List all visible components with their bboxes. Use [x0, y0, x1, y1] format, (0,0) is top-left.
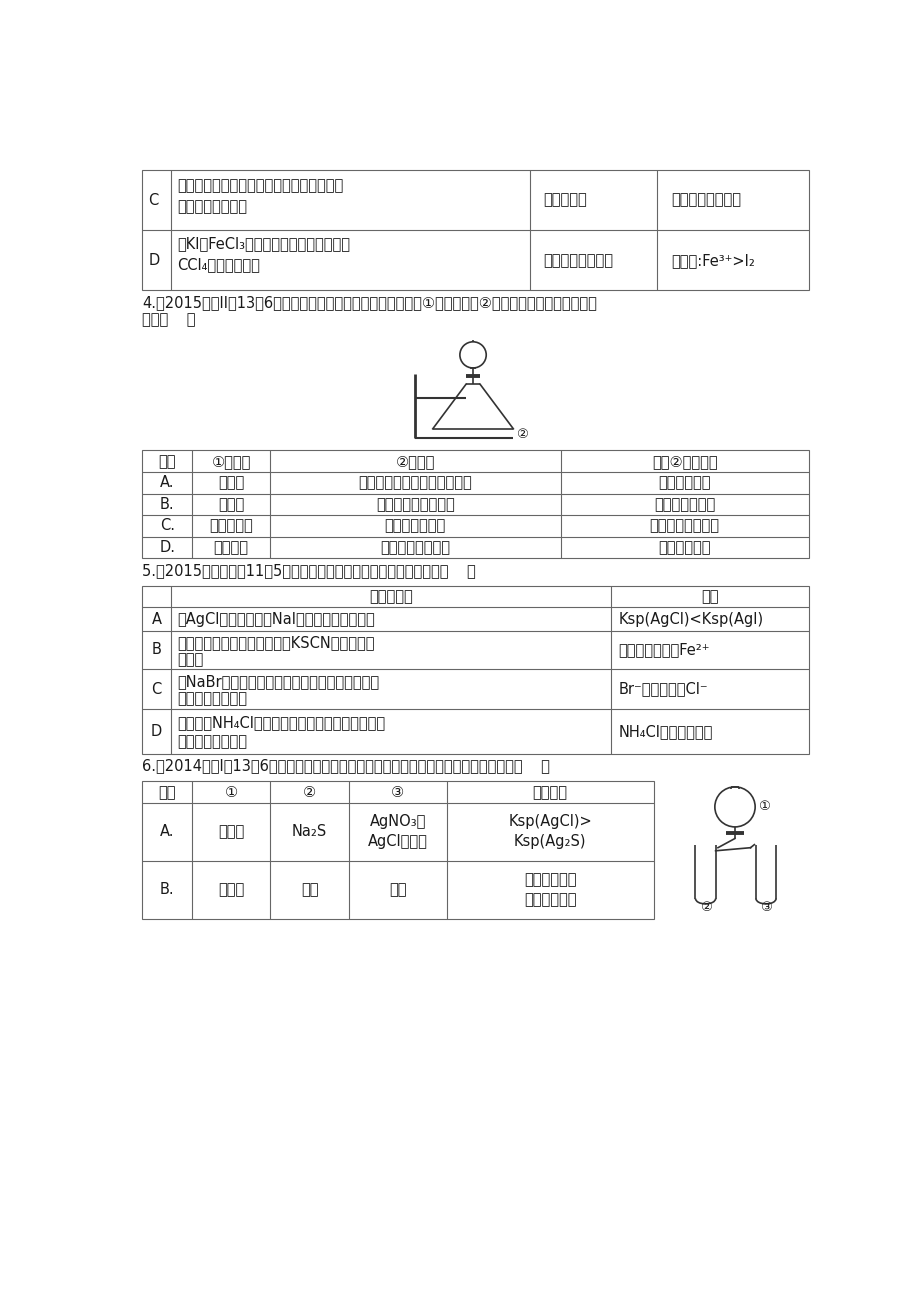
Text: 向NaBr溶液中滴入少量氯水和苯，振荡、静置，: 向NaBr溶液中滴入少量氯水和苯，振荡、静置，	[176, 674, 379, 689]
Text: 的是（    ）: 的是（ ）	[142, 312, 196, 327]
Text: 试管口有晶体凝结: 试管口有晶体凝结	[176, 734, 246, 749]
Text: 水性、氧化性: 水性、氧化性	[523, 892, 576, 906]
Text: AgNO₃与: AgNO₃与	[369, 814, 425, 829]
Text: 金属铝的熔点较高: 金属铝的熔点较高	[671, 193, 741, 207]
Text: 溶液逐渐褪色: 溶液逐渐褪色	[658, 540, 710, 555]
Text: 碳酸钠与氢氧化钠的混合溶液: 碳酸钠与氢氧化钠的混合溶液	[358, 475, 471, 491]
Text: ①中物质: ①中物质	[211, 453, 251, 469]
Text: NH₄Cl固体可以升华: NH₄Cl固体可以升华	[618, 724, 712, 740]
Text: B.: B.	[160, 883, 175, 897]
Text: 浓硫酸具有脱: 浓硫酸具有脱	[523, 872, 576, 887]
Text: ②: ②	[516, 428, 528, 441]
Text: 产生红棕色气体: 产生红棕色气体	[653, 497, 714, 512]
Text: 选项: 选项	[158, 453, 176, 469]
Text: 结论: 结论	[700, 590, 718, 604]
Text: D: D	[148, 253, 159, 268]
Text: 溶液上层呈橙红色: 溶液上层呈橙红色	[176, 691, 246, 706]
Text: 预测②中的现象: 预测②中的现象	[651, 453, 717, 469]
Text: C: C	[148, 193, 158, 207]
Text: 稀硫酸: 稀硫酸	[218, 824, 244, 840]
Text: D.: D.	[159, 540, 176, 555]
Text: C.: C.	[160, 518, 175, 534]
Text: 操作及现象: 操作及现象	[369, 590, 413, 604]
Bar	[142, 781, 652, 918]
Text: B.: B.	[160, 497, 175, 512]
Bar	[142, 171, 808, 290]
Text: ③: ③	[759, 901, 771, 914]
Text: 将KI和FeCl₃溶液在试管中混合后，加入: 将KI和FeCl₃溶液在试管中混合后，加入	[176, 237, 349, 251]
Text: 6.（2014课标Ⅰ，13，6分）利用右图所示装置进行下列实验，能得出相应实验结论的是（    ）: 6.（2014课标Ⅰ，13，6分）利用右图所示装置进行下列实验，能得出相应实验结…	[142, 759, 550, 773]
Text: ②: ②	[302, 785, 316, 799]
Bar	[142, 450, 808, 559]
Text: AgCl的浊液: AgCl的浊液	[368, 835, 427, 849]
Text: ③: ③	[391, 785, 404, 799]
Text: Ksp(AgCl)<Ksp(AgI): Ksp(AgCl)<Ksp(AgI)	[618, 612, 763, 626]
Text: 浓硫酸: 浓硫酸	[218, 883, 244, 897]
Text: 加热盛有NH₄Cl固体的试管，试管底部固体消失，: 加热盛有NH₄Cl固体的试管，试管底部固体消失，	[176, 716, 385, 730]
Text: B: B	[152, 642, 161, 658]
Text: C: C	[151, 681, 162, 697]
Text: 铝不能熔化: 铝不能熔化	[543, 193, 586, 207]
Text: ①: ①	[224, 785, 237, 799]
Text: A.: A.	[160, 475, 175, 491]
Text: 用坩埚钳夹住一小块用砂纸仔细打磨过的铝: 用坩埚钳夹住一小块用砂纸仔细打磨过的铝	[176, 178, 343, 193]
Text: 溶液中一定含有Fe²⁺: 溶液中一定含有Fe²⁺	[618, 642, 709, 658]
Text: 呈红色: 呈红色	[176, 652, 203, 668]
Text: 氯化铝溶液: 氯化铝溶液	[210, 518, 253, 534]
Text: D: D	[151, 724, 162, 740]
Text: 草酸溶液: 草酸溶液	[213, 540, 248, 555]
Text: 稀盐酸: 稀盐酸	[218, 475, 244, 491]
Text: ②: ②	[698, 901, 710, 914]
Text: 立即产生气泡: 立即产生气泡	[658, 475, 710, 491]
Text: 氧化性:Fe³⁺>I₂: 氧化性:Fe³⁺>I₂	[671, 253, 754, 268]
Text: 浓硝酸: 浓硝酸	[218, 497, 244, 512]
Text: 实验结论: 实验结论	[532, 785, 567, 799]
Text: 向AgCl悬浊液中加入NaI溶液时出现黄色沉淀: 向AgCl悬浊液中加入NaI溶液时出现黄色沉淀	[176, 612, 374, 626]
Text: A: A	[152, 612, 162, 626]
Text: 向某溶液中滴加氯水后再加入KSCN溶液，溶液: 向某溶液中滴加氯水后再加入KSCN溶液，溶液	[176, 635, 374, 651]
Text: 5.（2015山东理综，11，5分）下列由实验现象得出的结论正确的是（    ）: 5.（2015山东理综，11，5分）下列由实验现象得出的结论正确的是（ ）	[142, 562, 475, 578]
Text: 浓氢氧化钠溶液: 浓氢氧化钠溶液	[384, 518, 446, 534]
Text: 高锰酸钾酸性溶液: 高锰酸钾酸性溶液	[380, 540, 449, 555]
Text: CCl₄，振荡，静置: CCl₄，振荡，静置	[176, 258, 259, 272]
Text: ①: ①	[757, 801, 769, 814]
Text: 下层溶液显紫红色: 下层溶液显紫红色	[543, 253, 613, 268]
Text: Na₂S: Na₂S	[291, 824, 327, 840]
Text: 溴水: 溴水	[389, 883, 406, 897]
Bar	[142, 586, 808, 754]
Text: 4.（2015课标II，13，6分）用如图所示装置进行下列实验：将①中溶液滴入②中，预测的现象与实际相符: 4.（2015课标II，13，6分）用如图所示装置进行下列实验：将①中溶液滴入②…	[142, 296, 596, 310]
Text: ②中物质: ②中物质	[395, 453, 435, 469]
Text: 用砂纸打磨过的铝条: 用砂纸打磨过的铝条	[376, 497, 454, 512]
Text: 选项: 选项	[158, 785, 176, 799]
Text: Ksp(Ag₂S): Ksp(Ag₂S)	[514, 835, 585, 849]
Text: A.: A.	[160, 824, 175, 840]
Text: 产生大量白色沉淀: 产生大量白色沉淀	[649, 518, 719, 534]
Text: Ksp(AgCl)>: Ksp(AgCl)>	[507, 814, 592, 829]
Text: Br⁻还原性强于Cl⁻: Br⁻还原性强于Cl⁻	[618, 681, 708, 697]
Text: 蔗糖: 蔗糖	[301, 883, 318, 897]
Text: 箔在酒精灯上加热: 箔在酒精灯上加热	[176, 199, 246, 215]
